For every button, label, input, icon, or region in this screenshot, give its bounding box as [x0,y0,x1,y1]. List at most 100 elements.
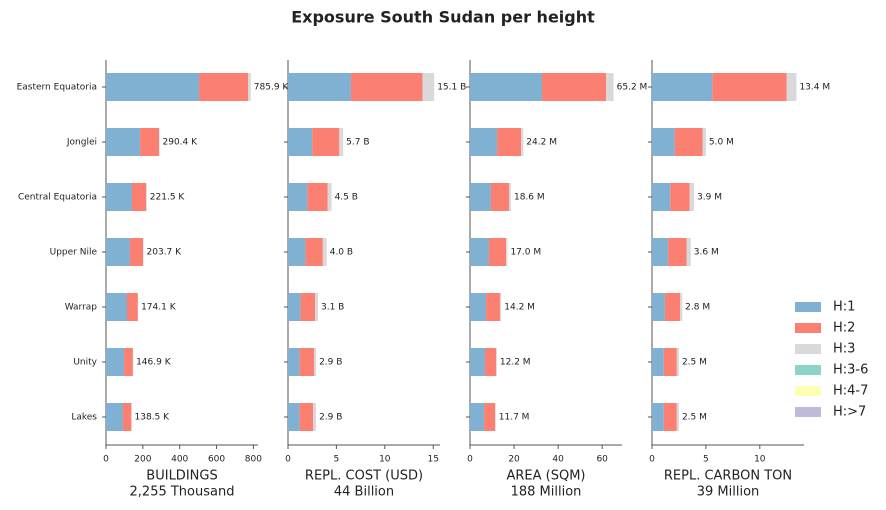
total-label: 2.5 M [682,358,707,368]
bar-segment [312,128,340,156]
x-tick-label: 200 [134,455,151,465]
bar-segment [663,348,677,376]
bar-segment [470,293,487,321]
bar-segment [146,183,147,211]
x-tick-label: 40 [552,455,564,465]
bar-segment [674,128,703,156]
total-label: 5.0 M [709,138,734,148]
total-label: 221.5 K [150,193,186,203]
total-label: 138.5 K [135,413,171,423]
bar-segment [542,73,607,101]
bar-segment [488,238,507,266]
x-axis-label: BUILDINGS [146,469,217,484]
bar-segment [470,128,498,156]
bar-segment [495,348,497,376]
total-label: 3.1 B [321,303,344,313]
bar-segment [288,183,308,211]
total-label: 2.8 M [685,303,710,313]
bar-segment [686,238,691,266]
x-tick-label: 10 [754,455,766,465]
x-tick-label: 0 [467,455,473,465]
bar-segment [299,348,315,376]
legend-swatch [795,344,821,354]
bar-segment [131,183,147,211]
bar-segment [668,238,687,266]
y-tick-label: Unity [73,358,97,368]
x-axis-label: REPL. COST (USD) [305,469,423,484]
bar-segment [676,403,679,431]
x-tick-label: 600 [208,455,225,465]
legend-label: H:3-6 [833,363,868,378]
x-axis-label: AREA (SQM) [506,469,585,484]
bar-segment [680,293,683,321]
bar-segment [470,403,485,431]
total-label: 174.1 K [141,303,177,313]
legend-label: H:1 [833,300,855,315]
bar-segment [499,293,502,321]
legend-label: H:2 [833,321,855,336]
x-axis-label: REPL. CARBON TON [664,469,792,484]
total-label: 12.2 M [500,358,531,368]
total-label: 2.5 M [682,413,707,423]
bar-segment [122,403,132,431]
bar-segment [314,348,317,376]
legend-label: H:3 [833,342,855,357]
x-tick-label: 15 [427,455,438,465]
legend-swatch [795,323,821,333]
y-tick-label: Central Equatoria [18,193,97,203]
bar-segment [288,128,313,156]
bar-segment [322,238,327,266]
bar-segment [670,183,690,211]
total-label: 17.0 M [510,248,541,258]
bar-segment [106,293,128,321]
bar-segment [307,183,328,211]
total-label: 3.9 M [697,193,722,203]
x-axis-total: 2,255 Thousand [130,485,235,500]
bar-segment [497,128,522,156]
x-tick-label: 60 [596,455,608,465]
bar-segment [470,73,543,101]
total-label: 14.2 M [504,303,535,313]
bar-segment [470,238,489,266]
bar-segment [652,73,713,101]
x-tick-label: 5 [334,455,340,465]
bar-segment [327,183,332,211]
bar-segment [129,238,144,266]
bar-segment [652,183,671,211]
bar-segment [521,128,524,156]
x-tick-label: 5 [703,455,709,465]
total-label: 3.6 M [694,248,719,258]
bar-segment [288,73,351,101]
x-axis-total: 188 Million [511,485,582,500]
bar-segment [484,348,496,376]
bar-segment [664,293,681,321]
bar-segment [663,403,677,431]
total-label: 146.9 K [136,358,172,368]
bar-segment [652,403,664,431]
total-label: 5.7 B [346,138,369,148]
bar-segment [299,403,314,431]
legend-swatch [795,302,821,312]
bar-segment [288,348,300,376]
bar-segment [422,73,435,101]
x-tick-label: 10 [379,455,391,465]
x-tick-label: 800 [245,455,262,465]
total-label: 11.7 M [499,413,530,423]
bar-segment [106,183,132,211]
bar-segment [606,73,614,101]
legend-swatch [795,407,821,417]
bar-segment [127,293,138,321]
bar-segment [702,128,706,156]
x-axis-total: 39 Million [697,485,760,500]
total-label: 785.9 K [254,83,290,93]
bar-segment [486,293,500,321]
bar-segment [495,403,496,431]
bar-segment [506,238,508,266]
y-tick-label: Eastern Equatoria [17,83,97,93]
bar-segment [689,183,695,211]
bar-segment [106,403,123,431]
bar-segment [106,128,141,156]
bar-segment [652,128,675,156]
x-tick-label: 0 [103,455,109,465]
